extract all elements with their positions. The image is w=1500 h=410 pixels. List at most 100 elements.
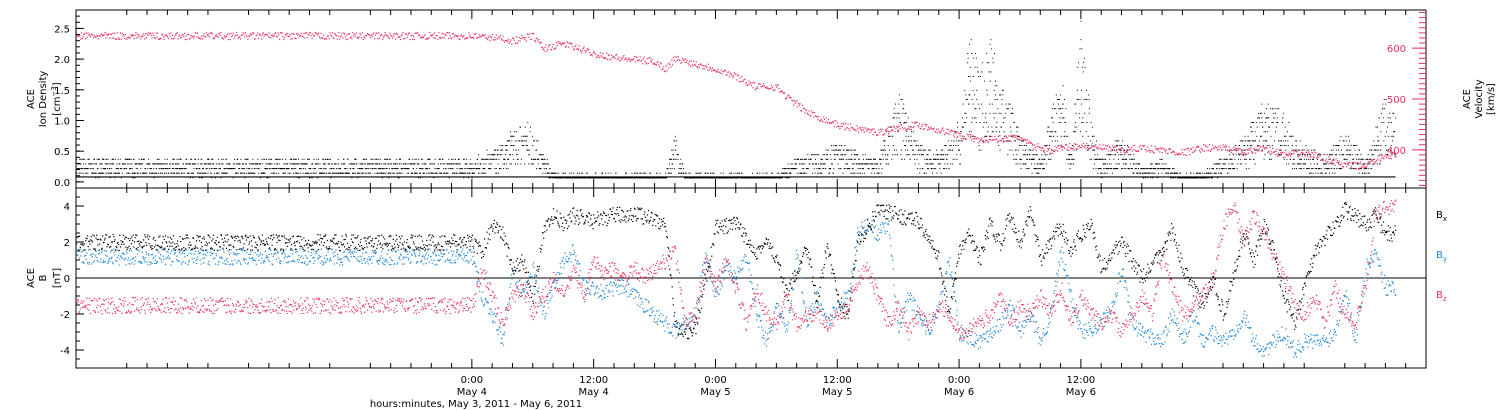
density-point — [287, 163, 288, 165]
density-point — [497, 149, 499, 151]
density-point — [722, 172, 724, 174]
density-point — [1239, 140, 1241, 142]
density-point — [340, 172, 342, 174]
density-point — [547, 172, 549, 174]
density-point — [434, 158, 436, 160]
density-point — [149, 172, 151, 174]
density-point — [1325, 168, 1327, 170]
density-point — [872, 163, 874, 165]
velocity-point — [102, 34, 104, 36]
density-point — [521, 145, 523, 146]
density-point — [1071, 163, 1073, 165]
density-point — [307, 172, 309, 174]
density-point — [890, 126, 892, 128]
velocity-point — [442, 36, 444, 38]
density-point — [870, 158, 872, 160]
density-point — [344, 168, 346, 170]
density-point — [1076, 99, 1078, 100]
density-point — [284, 172, 286, 174]
density-point — [799, 163, 801, 165]
velocity-point — [353, 34, 355, 36]
density-point — [831, 163, 832, 165]
velocity-point — [473, 37, 475, 40]
density-point — [1248, 140, 1250, 142]
density-point — [1177, 172, 1179, 174]
velocity-point — [268, 32, 270, 34]
density-point — [1277, 154, 1279, 156]
density-point — [824, 154, 826, 156]
density-point — [551, 177, 553, 179]
density-point — [811, 172, 813, 174]
density-point — [1098, 168, 1100, 170]
density-point — [1283, 158, 1285, 160]
density-point — [1163, 163, 1165, 165]
velocity-point — [315, 32, 317, 35]
density-point — [853, 172, 854, 174]
density-point — [223, 172, 225, 174]
density-point — [221, 158, 223, 160]
density-point — [680, 158, 682, 160]
density-point — [1212, 177, 1213, 179]
density-point — [155, 168, 157, 170]
density-point — [932, 172, 933, 174]
density-point — [922, 154, 924, 156]
density-point — [1256, 149, 1258, 151]
velocity-point — [519, 40, 521, 42]
velocity-point — [83, 33, 85, 35]
velocity-point — [390, 34, 392, 36]
density-point — [581, 177, 583, 179]
density-point — [213, 172, 215, 174]
density-point — [455, 163, 457, 165]
density-point — [1333, 145, 1334, 146]
density-point — [710, 172, 711, 174]
density-point — [1274, 140, 1276, 142]
density-point — [876, 163, 878, 165]
density-point — [1285, 149, 1287, 151]
density-point — [152, 163, 154, 165]
density-point — [1057, 145, 1059, 146]
velocity-point — [516, 36, 518, 38]
density-point — [978, 145, 980, 146]
velocity-point — [260, 35, 262, 37]
velocity-point — [103, 34, 105, 36]
density-point — [220, 177, 222, 179]
density-point — [1294, 163, 1296, 165]
density-point — [362, 163, 364, 165]
velocity-point — [313, 35, 316, 37]
velocity-point — [395, 38, 397, 40]
density-point — [1032, 158, 1034, 160]
density-point — [527, 149, 529, 151]
velocity-point — [118, 37, 120, 39]
density-point — [285, 158, 287, 160]
density-point — [1176, 177, 1178, 179]
density-point — [1160, 158, 1162, 160]
density-point — [284, 168, 286, 170]
density-point — [968, 103, 970, 105]
velocity-point — [137, 36, 139, 38]
density-point — [197, 172, 198, 174]
density-point — [148, 163, 150, 165]
density-point — [992, 62, 994, 64]
density-point — [143, 158, 145, 160]
density-point — [555, 172, 557, 174]
density-point — [839, 145, 841, 146]
density-point — [863, 163, 865, 165]
density-point — [1109, 154, 1111, 156]
density-point — [1363, 158, 1365, 160]
density-point — [504, 163, 505, 165]
density-point — [738, 177, 740, 179]
density-point — [348, 172, 350, 174]
velocity-point — [489, 39, 491, 42]
density-point — [198, 172, 200, 174]
velocity-point — [79, 35, 81, 37]
velocity-point — [377, 37, 379, 40]
velocity-point — [503, 41, 506, 43]
velocity-point — [374, 38, 376, 40]
density-point — [907, 154, 909, 156]
density-point — [233, 163, 235, 165]
velocity-point — [128, 37, 130, 39]
density-point — [841, 145, 843, 146]
density-point — [202, 168, 204, 170]
density-point — [1082, 122, 1084, 123]
density-point — [1016, 135, 1018, 137]
